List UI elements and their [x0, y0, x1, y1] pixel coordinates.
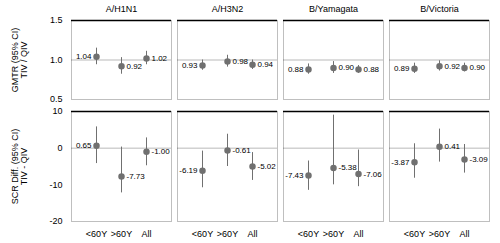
svg-text:>60Y: >60Y — [111, 229, 132, 239]
svg-text:-6.19: -6.19 — [179, 166, 198, 175]
svg-text:0.94: 0.94 — [258, 60, 274, 69]
svg-text:0.88: 0.88 — [364, 65, 380, 74]
svg-text:1.02: 1.02 — [152, 54, 168, 63]
svg-text:10: 10 — [52, 106, 62, 116]
svg-text:0.65: 0.65 — [76, 141, 92, 150]
svg-text:-5.02: -5.02 — [258, 162, 277, 171]
svg-text:A/H1N1: A/H1N1 — [106, 4, 138, 14]
svg-text:All: All — [459, 229, 469, 239]
svg-text:0.5: 0.5 — [50, 94, 63, 104]
svg-text:-7.43: -7.43 — [285, 171, 304, 180]
svg-text:B/Victoria: B/Victoria — [420, 4, 458, 14]
svg-text:0.93: 0.93 — [182, 61, 198, 70]
svg-text:SCR Diff. (95% CI)TIV - QIV: SCR Diff. (95% CI)TIV - QIV — [10, 129, 29, 204]
svg-text:1.04: 1.04 — [76, 52, 92, 61]
svg-text:-7.73: -7.73 — [127, 172, 146, 181]
svg-text:-20: -20 — [49, 216, 62, 226]
svg-text:1.5: 1.5 — [50, 15, 63, 25]
svg-text:-0.61: -0.61 — [233, 146, 252, 155]
svg-text:All: All — [141, 229, 151, 239]
svg-text:1.0: 1.0 — [50, 55, 63, 65]
svg-text:A/H3N2: A/H3N2 — [212, 4, 244, 14]
svg-text:<60Y: <60Y — [86, 229, 107, 239]
svg-text:All: All — [247, 229, 257, 239]
svg-text:0.92: 0.92 — [445, 62, 461, 71]
svg-text:-3.87: -3.87 — [391, 158, 410, 167]
svg-text:-3.09: -3.09 — [470, 155, 489, 164]
svg-text:-7.06: -7.06 — [364, 170, 383, 179]
svg-text:0.98: 0.98 — [233, 57, 249, 66]
svg-text:-10: -10 — [49, 180, 62, 190]
svg-text:0.89: 0.89 — [394, 64, 410, 73]
svg-text:All: All — [353, 229, 363, 239]
svg-text:0: 0 — [57, 143, 62, 153]
svg-text:>60Y: >60Y — [217, 229, 238, 239]
svg-text:<60Y: <60Y — [192, 229, 213, 239]
svg-text:0.90: 0.90 — [470, 63, 486, 72]
svg-text:0.92: 0.92 — [127, 62, 143, 71]
svg-text:GMTR (95% CI)TIV / QIV: GMTR (95% CI)TIV / QIV — [10, 28, 29, 93]
svg-text:B/Yamagata: B/Yamagata — [309, 4, 358, 14]
svg-text:0.41: 0.41 — [445, 142, 461, 151]
svg-text:-5.38: -5.38 — [339, 163, 358, 172]
svg-text:0.88: 0.88 — [288, 65, 304, 74]
svg-text:<60Y: <60Y — [404, 229, 425, 239]
svg-text:<60Y: <60Y — [298, 229, 319, 239]
svg-text:>60Y: >60Y — [323, 229, 344, 239]
svg-text:-1.00: -1.00 — [152, 147, 171, 156]
svg-text:0.90: 0.90 — [339, 63, 355, 72]
svg-text:>60Y: >60Y — [429, 229, 450, 239]
